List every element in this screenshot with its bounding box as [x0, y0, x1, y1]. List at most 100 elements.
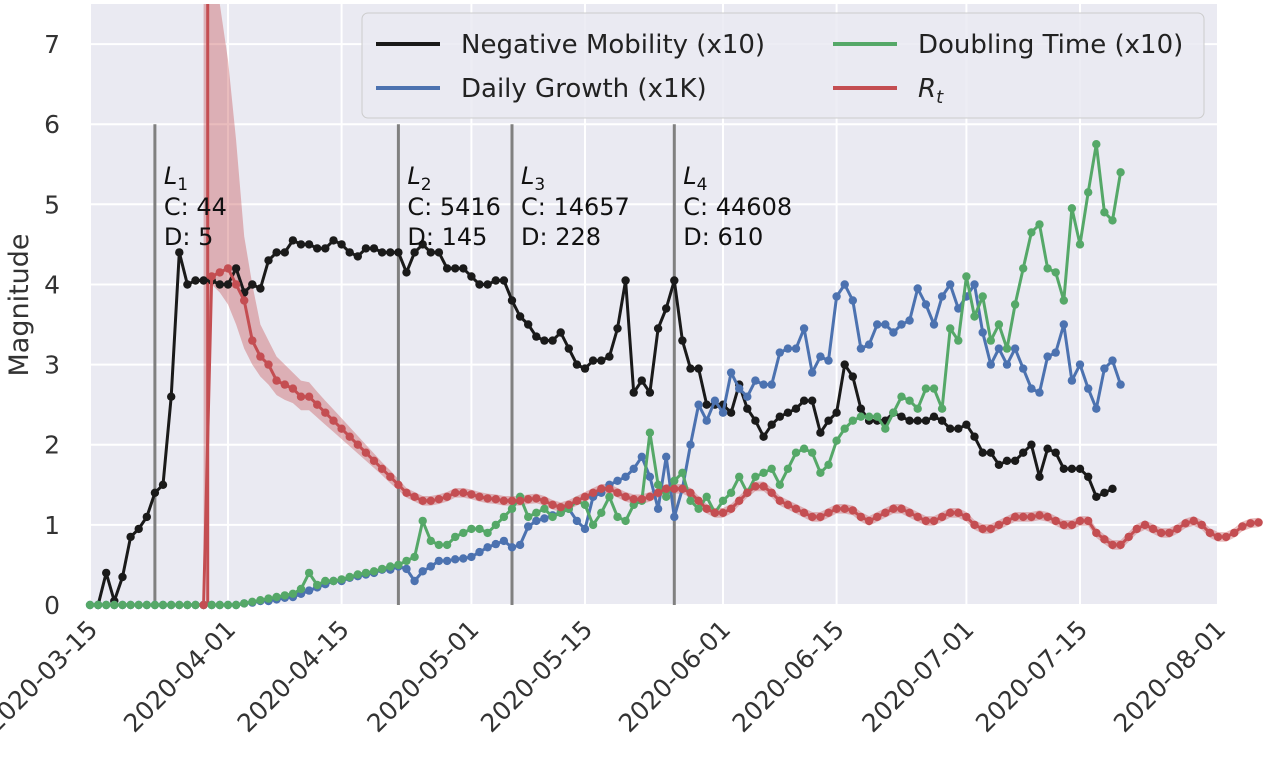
data-point: [580, 364, 590, 373]
data-point: [459, 554, 468, 563]
data-point: [905, 316, 914, 325]
data-point: [142, 512, 151, 522]
data-point: [905, 416, 914, 425]
data-point: [864, 516, 874, 526]
data-point: [994, 520, 1004, 530]
data-point: [588, 356, 598, 365]
data-point: [215, 600, 224, 610]
data-point: [102, 568, 111, 578]
data-point: [889, 328, 898, 337]
data-point: [726, 488, 736, 497]
data-point: [929, 516, 939, 526]
data-point: [264, 594, 273, 603]
legend-label-daily-growth: Daily Growth (x1K): [461, 74, 707, 104]
data-point: [1092, 492, 1101, 501]
data-point: [743, 392, 752, 401]
data-point: [110, 600, 119, 610]
data-point: [158, 600, 168, 610]
data-point: [597, 508, 606, 517]
data-point: [240, 599, 249, 608]
data-point: [808, 448, 817, 457]
data-point: [840, 504, 849, 513]
data-point: [1002, 360, 1012, 369]
data-point: [264, 256, 273, 265]
data-point: [248, 597, 257, 606]
data-point: [905, 396, 914, 405]
data-point: [280, 380, 289, 389]
data-point: [353, 252, 362, 261]
data-point: [175, 600, 184, 610]
series-lines: [85, 140, 1263, 610]
data-point: [377, 464, 387, 473]
data-point: [1059, 296, 1069, 305]
data-point: [1230, 528, 1239, 538]
data-point: [85, 600, 95, 610]
data-point: [743, 404, 752, 413]
data-point: [962, 272, 971, 281]
data-point: [881, 424, 890, 433]
data-point: [418, 240, 427, 249]
data-point: [296, 240, 306, 249]
data-point: [499, 496, 509, 505]
x-tick-label: 2020-03-15: [0, 615, 103, 738]
data-point: [1108, 216, 1117, 225]
data-point: [1189, 516, 1198, 526]
data-point: [329, 416, 338, 425]
data-point: [532, 332, 541, 341]
data-point: [694, 504, 703, 513]
annotation-deaths: D: 5: [164, 223, 213, 251]
data-point: [532, 508, 541, 517]
data-point: [1092, 140, 1101, 149]
y-tick-label: 2: [44, 431, 60, 460]
data-point: [256, 284, 265, 293]
data-point: [426, 536, 435, 546]
data-point: [1132, 524, 1142, 534]
data-point: [329, 576, 338, 586]
data-point: [499, 276, 509, 285]
data-point: [824, 356, 833, 365]
data-point: [783, 408, 793, 417]
data-point: [1067, 464, 1077, 473]
data-point: [743, 488, 752, 497]
data-point: [856, 404, 866, 413]
data-point: [897, 504, 906, 513]
data-point: [540, 514, 549, 523]
data-point: [1108, 356, 1117, 365]
data-point: [369, 456, 379, 465]
data-point: [272, 376, 281, 385]
data-point: [1043, 512, 1052, 522]
data-point: [134, 524, 143, 534]
data-point: [272, 592, 281, 602]
data-point: [296, 584, 306, 594]
data-point: [442, 264, 452, 273]
annotation-deaths: D: 145: [407, 223, 487, 251]
data-point: [288, 236, 298, 245]
data-point: [288, 384, 298, 393]
data-point: [361, 568, 371, 578]
data-point: [735, 496, 744, 505]
data-point: [621, 276, 630, 285]
data-point: [183, 280, 192, 289]
data-point: [735, 472, 744, 481]
data-point: [1084, 516, 1093, 526]
data-point: [702, 400, 711, 409]
data-point: [369, 567, 379, 576]
data-point: [897, 320, 906, 329]
data-point: [1205, 528, 1215, 538]
data-point: [1075, 464, 1085, 473]
data-point: [1010, 300, 1020, 309]
data-point: [394, 248, 403, 257]
data-point: [686, 364, 695, 373]
data-point: [126, 600, 135, 610]
annotation-cases: C: 5416: [407, 193, 501, 221]
data-point: [791, 344, 801, 353]
data-point: [597, 356, 606, 365]
data-point: [824, 508, 833, 517]
data-point: [264, 360, 273, 369]
data-point: [856, 344, 866, 353]
data-point: [1238, 522, 1247, 531]
data-point: [337, 575, 346, 584]
data-point: [605, 492, 614, 501]
